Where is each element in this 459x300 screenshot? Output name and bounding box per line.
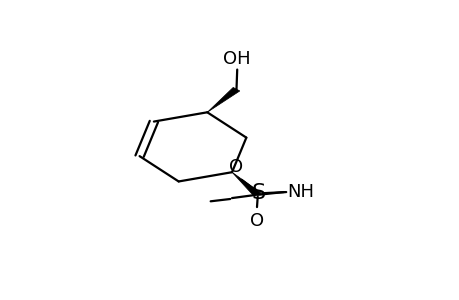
Text: NH: NH [287,183,313,201]
Polygon shape [231,172,261,196]
Text: O: O [229,158,242,176]
Polygon shape [207,87,239,112]
Text: OH: OH [223,50,251,68]
Text: S: S [251,183,265,203]
Text: O: O [249,212,263,230]
